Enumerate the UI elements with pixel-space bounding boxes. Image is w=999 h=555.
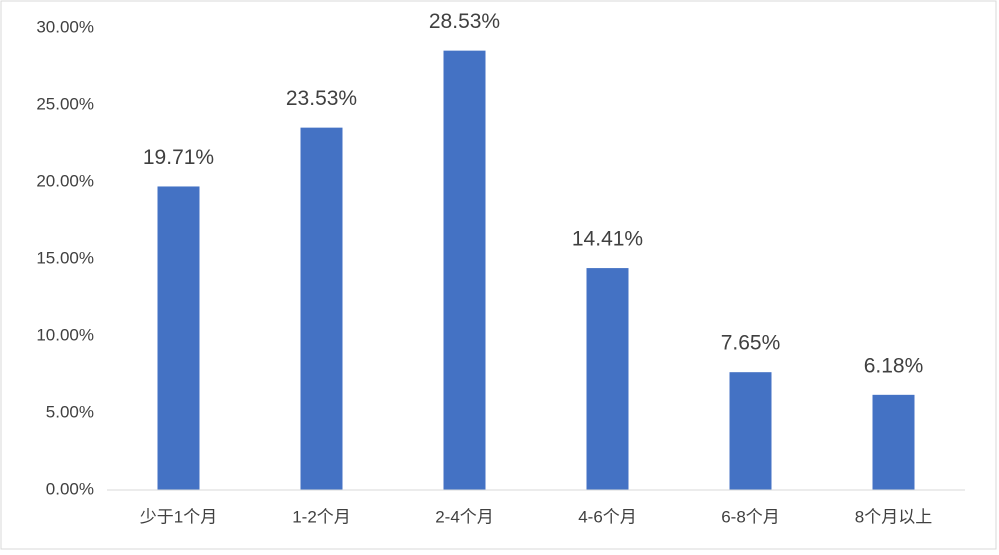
x-tick-label: 少于1个月	[140, 507, 217, 526]
x-tick-label: 4-6个月	[578, 507, 637, 526]
y-tick-label: 0.00%	[46, 479, 94, 498]
value-label: 7.65%	[721, 332, 781, 355]
bar	[157, 186, 200, 490]
y-tick-label: 10.00%	[36, 325, 94, 344]
x-tick-label: 6-8个月	[721, 507, 780, 526]
value-label: 28.53%	[429, 10, 500, 33]
value-label: 14.41%	[572, 228, 643, 251]
bar	[729, 372, 772, 490]
bar	[872, 394, 915, 490]
y-tick-label: 25.00%	[36, 94, 94, 113]
y-tick-label: 15.00%	[36, 248, 94, 267]
value-label: 6.18%	[864, 354, 924, 377]
x-tick-label: 1-2个月	[292, 507, 351, 526]
bar	[586, 268, 629, 490]
y-tick-label: 5.00%	[46, 402, 94, 421]
bar	[443, 50, 486, 490]
x-tick-label: 2-4个月	[435, 507, 494, 526]
value-label: 19.71%	[143, 146, 214, 169]
y-tick-label: 20.00%	[36, 171, 94, 190]
value-label: 23.53%	[286, 87, 357, 110]
y-tick-label: 30.00%	[36, 17, 94, 36]
x-tick-label: 8个月以上	[855, 507, 932, 526]
bar	[300, 127, 343, 490]
